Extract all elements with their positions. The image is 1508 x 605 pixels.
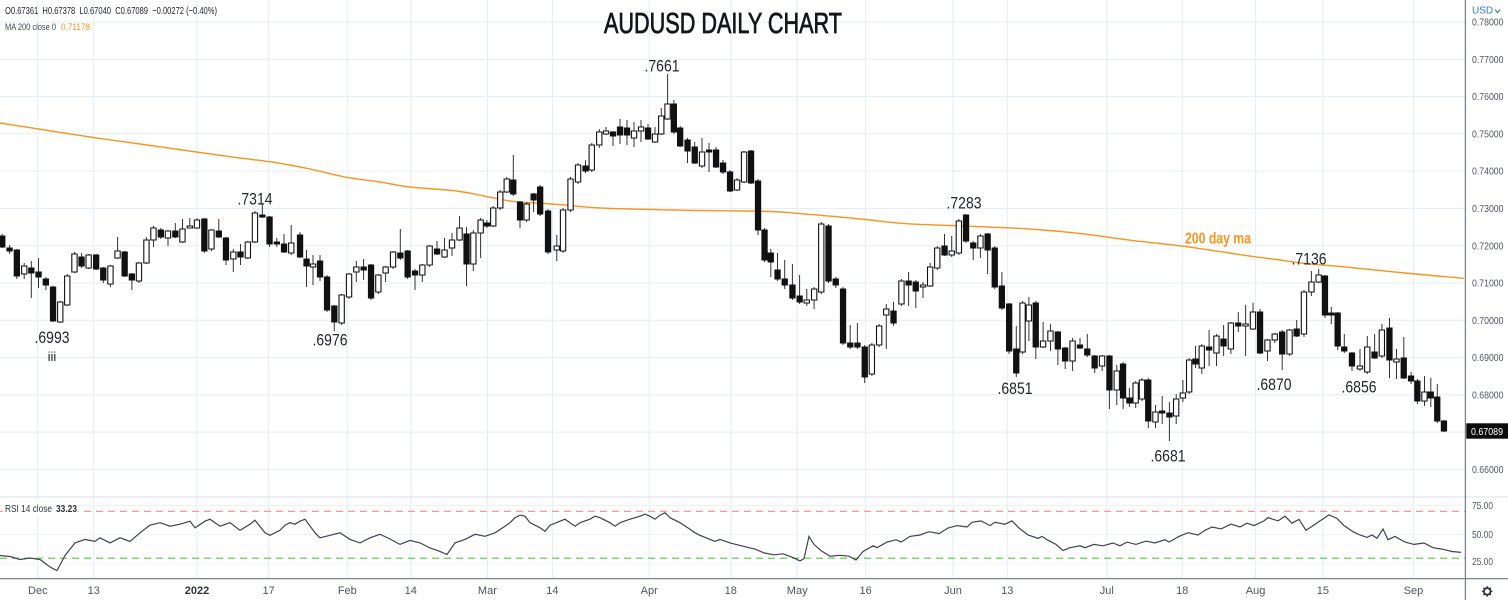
svg-text:Aug: Aug [1246,585,1266,597]
svg-text:0.73000: 0.73000 [1472,203,1504,215]
svg-text:0.69000: 0.69000 [1472,352,1504,364]
svg-text:14: 14 [405,585,417,597]
svg-text:Apr: Apr [641,585,658,597]
svg-text:14: 14 [546,585,558,597]
svg-text:200 day ma: 200 day ma [1185,231,1251,248]
svg-text:0.75000: 0.75000 [1472,128,1504,140]
svg-text:AUDUSD DAILY CHART: AUDUSD DAILY CHART [604,8,842,40]
svg-text:Sep: Sep [1404,585,1424,597]
svg-text:.6870: .6870 [1257,376,1292,394]
svg-text:0.67089: 0.67089 [1471,426,1503,438]
svg-text:0.68000: 0.68000 [1472,389,1504,401]
svg-text:.6681: .6681 [1151,448,1186,466]
svg-text:.7314: .7314 [238,191,273,209]
svg-text:15: 15 [1317,585,1329,597]
svg-text:16: 16 [859,585,871,597]
svg-text:iii: iii [48,349,57,364]
svg-text:Mar: Mar [478,585,497,597]
svg-text:0.70000: 0.70000 [1472,315,1504,327]
svg-text:0.66000: 0.66000 [1472,464,1504,476]
svg-text:13: 13 [88,585,100,597]
svg-text:Jul: Jul [1100,585,1114,597]
svg-text:0.77000: 0.77000 [1472,54,1504,66]
svg-text:0.78000: 0.78000 [1472,17,1504,29]
svg-text:May: May [787,585,808,597]
svg-text:17: 17 [262,585,274,597]
svg-text:18: 18 [1176,585,1188,597]
svg-text:.6856: .6856 [1342,379,1377,397]
svg-text:0.76000: 0.76000 [1472,91,1504,103]
svg-text:Feb: Feb [338,585,357,597]
svg-text:.7661: .7661 [645,58,680,76]
svg-text:50.00: 50.00 [1472,529,1493,541]
svg-text:RSI 14 close: RSI 14 close [5,503,52,515]
svg-text:.6976: .6976 [313,332,348,350]
svg-text:MA 200 close 0: MA 200 close 0 [5,22,56,32]
svg-text:13: 13 [1001,585,1013,597]
svg-text:.7283: .7283 [947,195,982,213]
svg-text:0.71178: 0.71178 [61,22,90,32]
svg-text:.6993: .6993 [35,329,70,347]
svg-text:18: 18 [725,585,737,597]
svg-text:75.00: 75.00 [1472,500,1493,512]
svg-text:Dec: Dec [28,585,48,597]
svg-text:.7136: .7136 [1292,251,1327,269]
svg-text:25.00: 25.00 [1472,556,1493,568]
svg-text:2022: 2022 [185,585,209,597]
svg-text:Jun: Jun [944,585,962,597]
svg-text:0.74000: 0.74000 [1472,166,1504,178]
svg-text:USD: USD [1472,6,1493,17]
svg-text:O0.67361 H0.67378 L0.67040: O0.67361 H0.67378 L0.67040 C0.67089 −0.0… [5,5,217,17]
svg-text:33.23: 33.23 [56,503,77,515]
svg-text:0.72000: 0.72000 [1472,240,1504,252]
svg-text:.6851: .6851 [998,380,1033,398]
svg-text:0.71000: 0.71000 [1472,278,1504,290]
